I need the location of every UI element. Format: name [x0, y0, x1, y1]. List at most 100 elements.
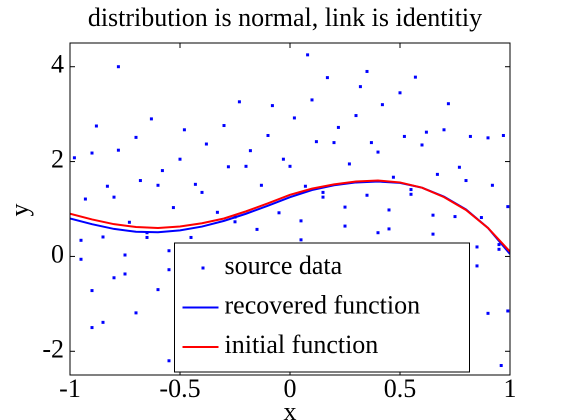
data-point	[281, 157, 285, 161]
data-point	[72, 156, 76, 160]
data-point	[321, 195, 325, 199]
data-point	[420, 143, 424, 147]
data-point	[402, 134, 406, 138]
data-point	[204, 142, 208, 146]
y-tick-label: -2	[42, 334, 64, 363]
y-tick-label: 4	[51, 50, 64, 79]
legend-label: initial function	[225, 330, 379, 359]
data-point	[501, 133, 505, 137]
data-point	[442, 128, 446, 132]
data-point	[409, 188, 413, 192]
legend-box	[174, 242, 470, 373]
data-point	[259, 183, 263, 187]
data-point	[189, 235, 193, 239]
data-point	[475, 245, 479, 249]
data-point	[90, 151, 94, 155]
data-point	[171, 206, 175, 210]
axes-box	[69, 42, 511, 376]
data-point	[112, 195, 116, 199]
data-point	[299, 238, 303, 242]
data-point	[244, 164, 248, 168]
data-point	[255, 227, 259, 231]
data-point	[248, 149, 252, 153]
x-tick-label: -0.5	[159, 374, 200, 403]
data-point	[79, 238, 83, 242]
data-point	[123, 272, 127, 276]
data-point	[156, 288, 160, 292]
data-point	[376, 150, 380, 154]
data-point	[409, 192, 413, 196]
legend-label: source data	[225, 251, 343, 280]
data-point	[123, 253, 127, 257]
data-point	[464, 179, 468, 183]
data-point	[303, 184, 307, 188]
y-tick-label: 0	[51, 239, 64, 268]
data-point	[299, 219, 303, 223]
data-point	[310, 98, 314, 102]
data-point	[306, 53, 310, 57]
data-point	[354, 114, 358, 118]
data-point	[387, 227, 391, 231]
data-point	[193, 182, 197, 186]
data-point	[457, 165, 461, 169]
data-point	[365, 193, 369, 197]
data-point	[101, 320, 105, 324]
data-point	[222, 124, 226, 128]
data-point	[497, 247, 501, 251]
data-point	[453, 215, 457, 219]
data-point	[424, 130, 428, 134]
data-point	[101, 235, 105, 239]
line	[70, 179, 510, 253]
data-point	[94, 124, 98, 128]
data-point	[182, 128, 186, 132]
data-point	[145, 235, 149, 239]
data-point	[134, 135, 138, 139]
data-point	[336, 125, 340, 129]
data-point	[215, 210, 219, 214]
data-point	[486, 136, 490, 140]
plot-area	[70, 53, 510, 368]
data-point	[237, 100, 241, 104]
data-point	[343, 205, 347, 209]
data-point	[178, 157, 182, 161]
data-point	[160, 169, 164, 173]
data-point	[506, 309, 510, 313]
data-point	[321, 190, 325, 194]
data-point	[270, 104, 274, 108]
data-point	[288, 164, 292, 168]
data-point	[83, 197, 87, 201]
data-point	[314, 140, 318, 144]
data-point	[200, 190, 204, 194]
data-point	[138, 179, 142, 183]
data-point	[332, 141, 336, 145]
data-point	[479, 216, 483, 220]
data-point	[116, 148, 120, 152]
data-point	[358, 85, 362, 89]
data-point	[90, 289, 94, 293]
x-axis-label: x	[284, 397, 297, 420]
data-point	[79, 257, 83, 261]
data-point	[398, 91, 402, 95]
data-point	[90, 326, 94, 330]
data-point	[387, 208, 391, 212]
data-point	[475, 264, 479, 268]
data-point	[167, 268, 171, 272]
data-point	[167, 249, 171, 253]
data-point	[167, 359, 171, 363]
data-point	[292, 116, 296, 120]
data-point	[446, 102, 450, 106]
data-point	[112, 276, 116, 280]
data-point	[156, 183, 160, 187]
x-tick-label: 0.5	[384, 374, 417, 403]
data-point	[413, 75, 417, 79]
data-point	[116, 65, 120, 69]
data-point	[233, 220, 237, 224]
chart-title: distribution is normal, link is identiti…	[88, 3, 482, 32]
data-point	[365, 69, 369, 73]
data-point	[391, 175, 395, 179]
data-point	[105, 184, 109, 188]
y-tick-label: 2	[51, 145, 64, 174]
data-point	[431, 232, 435, 236]
legend-marker	[201, 266, 205, 270]
